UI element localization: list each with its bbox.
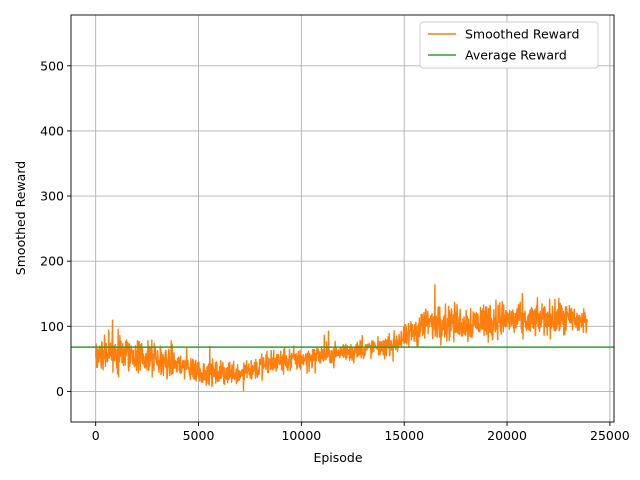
- x-tick-label: 0: [92, 428, 100, 443]
- y-tick-label: 100: [40, 319, 64, 334]
- x-axis-ticks: 0 5000 10000 15000 20000 25000: [92, 422, 630, 443]
- x-tick-label: 5000: [183, 428, 215, 443]
- axes-frame: [70, 14, 615, 423]
- y-axis-label: Smoothed Reward: [13, 161, 28, 275]
- plot-lines: [71, 284, 614, 392]
- y-axis-ticks: 0 100 200 300 400 500: [40, 58, 71, 399]
- x-axis-label: Episode: [313, 450, 362, 465]
- legend: Smoothed Reward Average Reward: [419, 21, 599, 69]
- legend-box: [419, 21, 599, 69]
- legend-label-average-reward: Average Reward: [465, 48, 567, 63]
- x-tick-label: 20000: [487, 428, 527, 443]
- y-tick-label: 200: [40, 254, 64, 269]
- y-tick-label: 300: [40, 189, 64, 204]
- y-tick-label: 500: [40, 58, 64, 73]
- x-tick-label: 10000: [281, 428, 321, 443]
- x-tick-label: 25000: [590, 428, 630, 443]
- y-tick-label: 0: [56, 384, 64, 399]
- smoothed-reward-line: [94, 284, 588, 392]
- grid-lines: [71, 15, 614, 422]
- y-tick-label: 400: [40, 123, 64, 138]
- x-tick-label: 15000: [384, 428, 424, 443]
- legend-label-smoothed-reward: Smoothed Reward: [465, 27, 579, 42]
